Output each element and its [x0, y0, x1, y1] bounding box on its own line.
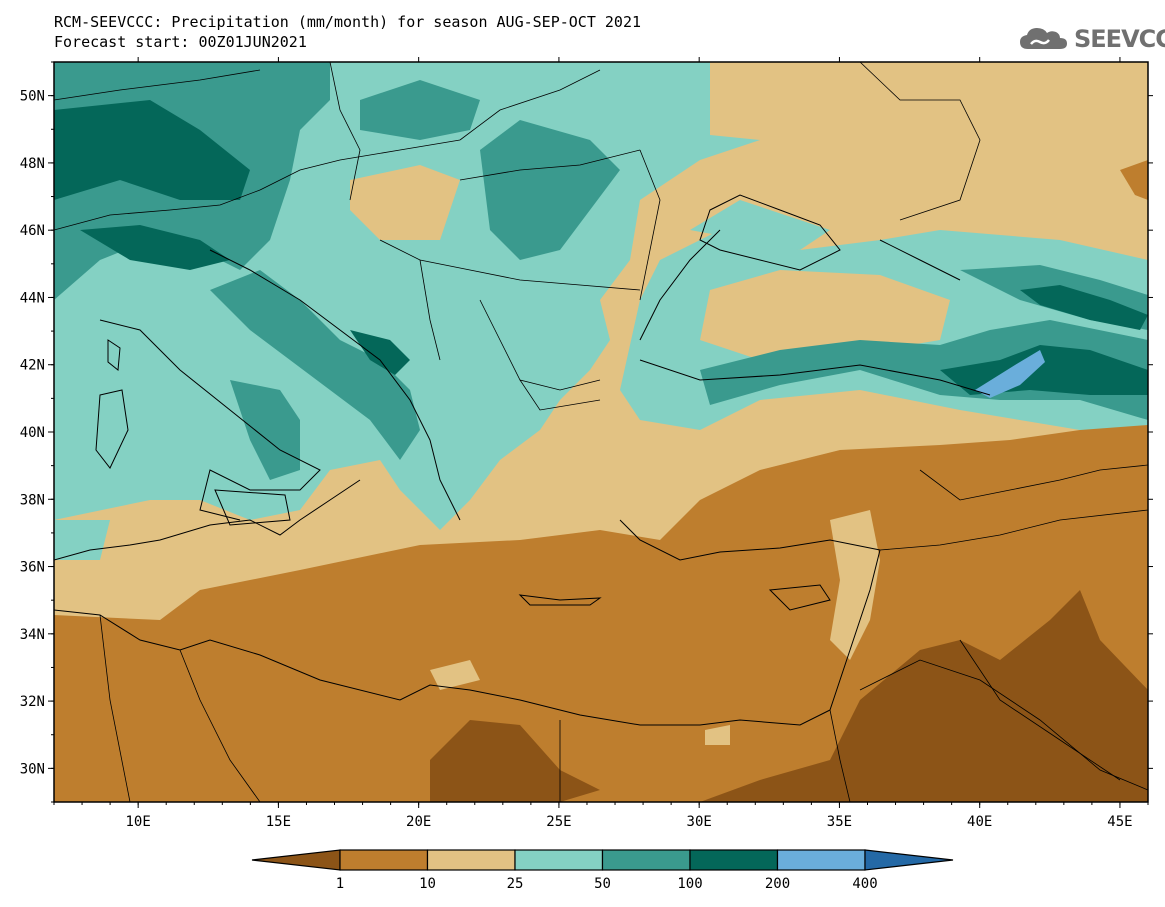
- lat-label: 30N: [20, 761, 45, 777]
- latitude-axis: 50N 48N 46N 44N 42N 40N 38N 36N 34N 32N 30N: [20, 61, 1153, 803]
- colorbar: 1 10 25 50 100 200 400: [251, 849, 954, 892]
- colorbar-segment: [514, 849, 604, 871]
- lon-label: 25E: [546, 814, 571, 830]
- colorbar-segment: [689, 849, 779, 871]
- colorbar-segment: [426, 849, 516, 871]
- colorbar-label: 400: [852, 876, 877, 892]
- lon-label: 30E: [687, 814, 712, 830]
- cloud-icon: [1020, 28, 1067, 49]
- colorbar-label: 1: [336, 876, 344, 892]
- colorbar-label: 100: [677, 876, 702, 892]
- colorbar-label: 10: [419, 876, 436, 892]
- map-title: RCM-SEEVCCC: Precipitation (mm/month) fo…: [54, 12, 641, 52]
- seevccc-logo: SEEVCCC: [1018, 22, 1165, 56]
- lon-label: 10E: [126, 814, 151, 830]
- lat-label: 48N: [20, 156, 45, 172]
- colorbar-label: 200: [765, 876, 790, 892]
- lat-label: 38N: [20, 492, 45, 508]
- lat-label: 44N: [20, 290, 45, 306]
- colorbar-max-arrow: [864, 849, 954, 871]
- colorbar-min-arrow: [251, 849, 341, 871]
- colorbar-label: 50: [594, 876, 611, 892]
- colorbar-label: 25: [507, 876, 524, 892]
- colorbar-segment: [601, 849, 691, 871]
- lat-label: 50N: [20, 89, 45, 105]
- logo-text: SEEVCCC: [1074, 25, 1165, 53]
- title-line-2: Forecast start: 00Z01JUN2021: [54, 33, 307, 51]
- lat-label: 34N: [20, 627, 45, 643]
- lat-label: 36N: [20, 560, 45, 576]
- precipitation-field: [54, 62, 1148, 802]
- country-borders: [54, 62, 1148, 802]
- colorbar-segment: [339, 849, 429, 871]
- lon-label: 40E: [967, 814, 992, 830]
- lon-label: 45E: [1107, 814, 1132, 830]
- lon-label: 35E: [827, 814, 852, 830]
- lat-label: 42N: [20, 358, 45, 374]
- lon-label: 20E: [406, 814, 431, 830]
- lat-label: 40N: [20, 425, 45, 441]
- longitude-axis: 10E 15E 20E 25E 30E 35E 40E 45E: [53, 57, 1149, 830]
- lat-label: 32N: [20, 694, 45, 710]
- lon-label: 15E: [266, 814, 291, 830]
- colorbar-segment: [776, 849, 866, 871]
- lat-label: 46N: [20, 223, 45, 239]
- coastlines: [54, 194, 991, 726]
- title-line-1: RCM-SEEVCCC: Precipitation (mm/month) fo…: [54, 13, 641, 31]
